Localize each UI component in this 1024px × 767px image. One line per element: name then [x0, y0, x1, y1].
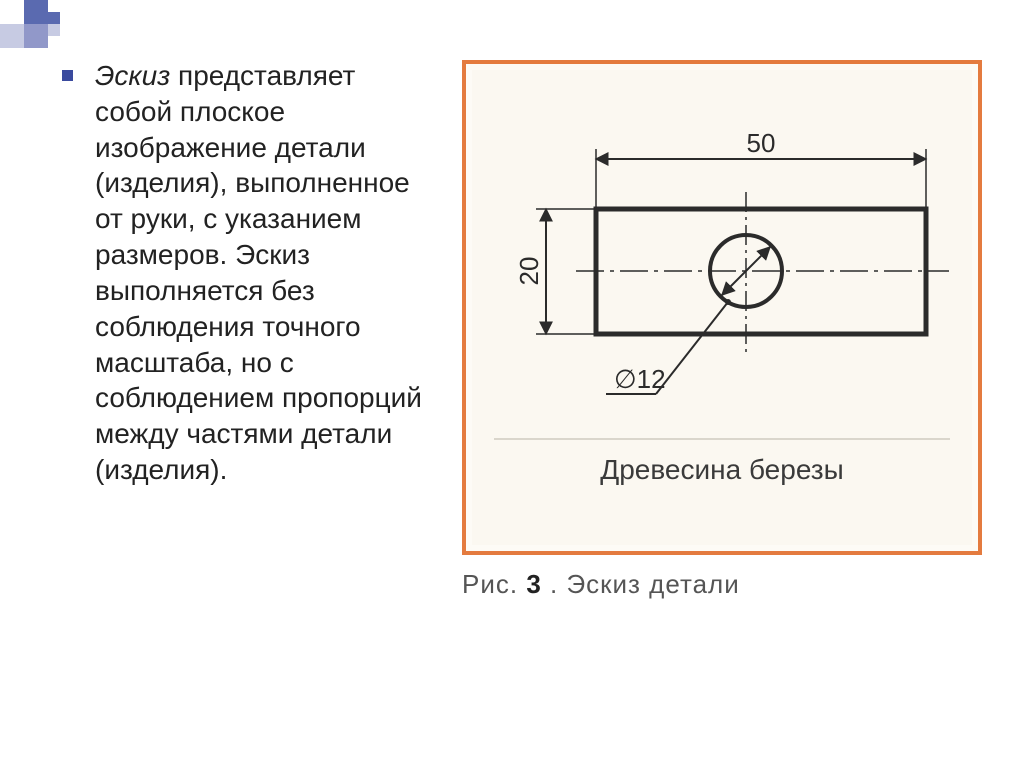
material-label: Древесина березы — [600, 454, 843, 485]
diameter-label: ∅12 — [614, 364, 666, 394]
figure-caption: Рис. 3 . Эскиз детали — [462, 569, 992, 600]
dim-label-height: 20 — [514, 257, 544, 286]
caption-suffix: . Эскиз детали — [542, 569, 740, 599]
leader-line — [656, 302, 728, 394]
text-column: Эскиз представляет собой плоское изображ… — [62, 58, 432, 488]
body-text: представляет собой плоское изображение д… — [95, 60, 422, 485]
dim-label-width: 50 — [747, 128, 776, 158]
term: Эскиз — [95, 60, 170, 91]
technical-sketch: 50 20 ∅12 Древесина березы — [466, 64, 978, 551]
paragraph: Эскиз представляет собой плоское изображ… — [95, 58, 432, 488]
slide-root: Эскиз представляет собой плоское изображ… — [0, 0, 1024, 767]
square-bullet-icon — [62, 70, 73, 81]
figure-frame: 50 20 ∅12 Древесина березы — [462, 60, 982, 555]
bullet-item: Эскиз представляет собой плоское изображ… — [62, 58, 432, 488]
figure-block: 50 20 ∅12 Древесина березы Рис — [462, 60, 992, 600]
caption-number: 3 — [526, 569, 541, 599]
caption-prefix: Рис. — [462, 569, 526, 599]
leader-dot-icon — [725, 299, 731, 305]
